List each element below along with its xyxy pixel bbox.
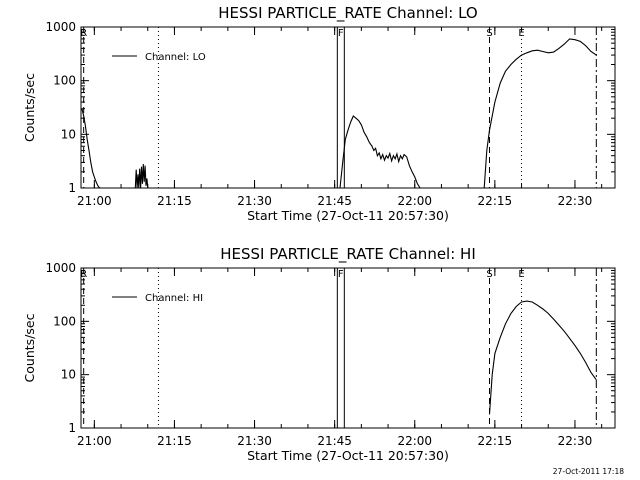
annotation-e: E	[518, 28, 524, 39]
annotation-r: R	[80, 28, 87, 39]
legend-entry: Channel: LO	[145, 52, 206, 63]
x-tick-label: 22:30	[558, 194, 593, 208]
legend-entry: Channel: HI	[145, 293, 203, 304]
y-tick-label: 1	[68, 181, 76, 195]
annotation-s: S	[486, 28, 492, 39]
chart-title: HESSI PARTICLE_RATE Channel: LO	[218, 4, 477, 23]
x-tick-label: 21:45	[317, 434, 352, 448]
y-tick-label: 1000	[45, 261, 76, 275]
x-tick-label: 21:15	[157, 434, 192, 448]
annotation-s: S	[486, 269, 492, 280]
x-tick-label: 21:30	[237, 434, 272, 448]
x-tick-label: 22:15	[478, 434, 513, 448]
annotation-e: E	[518, 269, 524, 280]
x-tick-label: 22:00	[397, 434, 432, 448]
annotation-r: R	[80, 269, 87, 280]
x-tick-label: 22:30	[558, 434, 593, 448]
y-tick-label: 10	[61, 127, 76, 141]
annotation-f: F	[338, 28, 344, 39]
y-axis-label: Counts/sec	[22, 313, 37, 382]
x-tick-label: 21:30	[237, 194, 272, 208]
series-line-segment	[488, 300, 597, 415]
y-tick-label: 10	[61, 368, 76, 382]
series-line-segment	[134, 163, 149, 189]
lo-channel-panel: HESSI PARTICLE_RATE Channel: LO 21:00 21:1…	[22, 4, 616, 223]
plot-frame	[80, 267, 616, 429]
plot-frame	[80, 26, 616, 189]
x-tick-label: 21:15	[157, 194, 192, 208]
annotation-f: F	[338, 269, 344, 280]
x-axis-label: Start Time (27-Oct-11 20:57:30)	[247, 448, 449, 463]
x-tick-label: 21:00	[77, 194, 112, 208]
y-tick-label: 100	[53, 314, 76, 328]
x-axis-label: Start Time (27-Oct-11 20:57:30)	[247, 208, 449, 223]
footer-timestamp: 27-Oct-2011 17:18	[553, 467, 624, 476]
series-line-segment	[483, 38, 597, 189]
y-axis-label: Counts/sec	[22, 73, 37, 142]
x-tick-label: 21:45	[317, 194, 352, 208]
chart-title: HESSI PARTICLE_RATE Channel: HI	[220, 245, 476, 264]
y-tick-label: 1	[68, 421, 76, 435]
hi-channel-panel: HESSI PARTICLE_RATE Channel: HI 21:00 21:1…	[22, 245, 616, 463]
y-tick-label: 100	[53, 74, 76, 88]
x-tick-label: 22:15	[478, 194, 513, 208]
y-tick-label: 1000	[45, 20, 76, 34]
x-tick-label: 21:00	[77, 434, 112, 448]
x-tick-label: 22:00	[397, 194, 432, 208]
series-line-segment	[81, 108, 101, 189]
series-line-segment	[339, 115, 421, 189]
